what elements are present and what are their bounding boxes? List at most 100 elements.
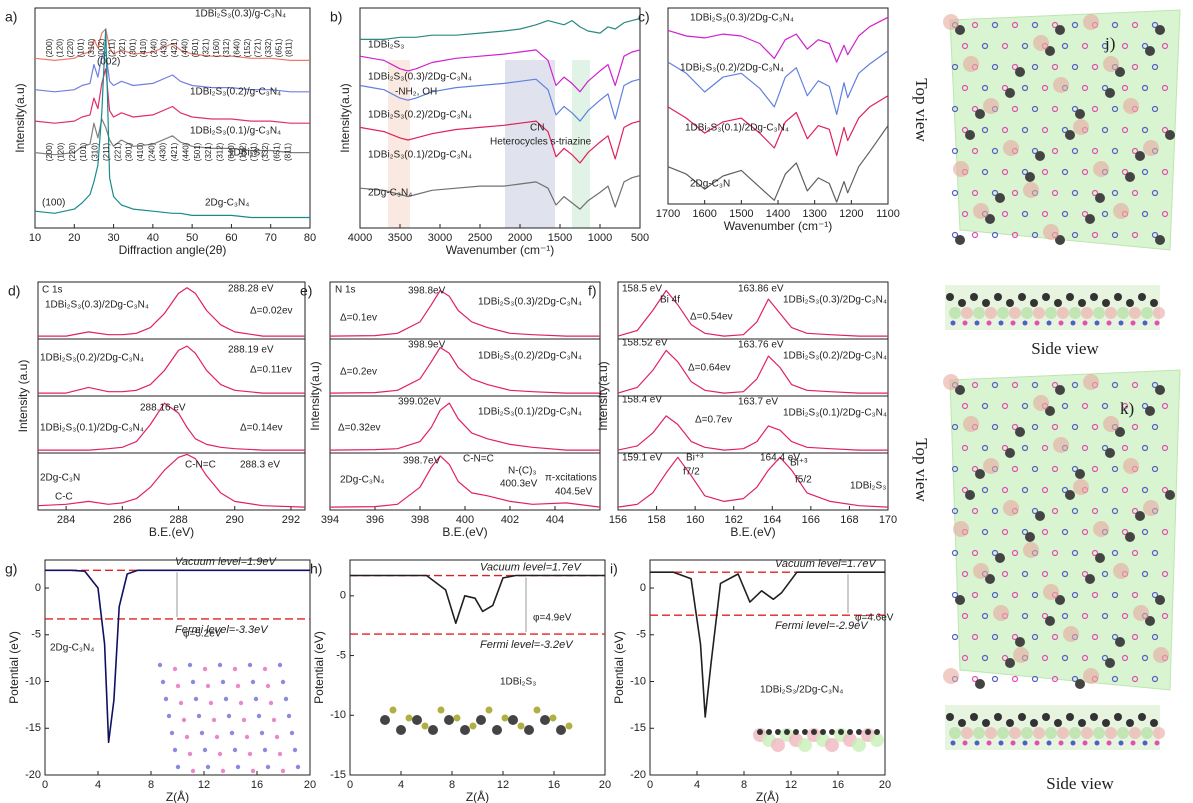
atom — [203, 748, 207, 752]
hkl-label: (160) — [212, 38, 221, 57]
atom — [1075, 679, 1085, 689]
atom — [556, 725, 566, 735]
lobe — [1043, 224, 1059, 240]
atom — [1025, 172, 1035, 182]
atom — [946, 293, 954, 301]
lobe — [1033, 395, 1049, 411]
hkl-label: (410) — [139, 38, 148, 57]
y-tick-label: -5 — [636, 629, 646, 641]
x-tick-label: 80 — [304, 232, 316, 244]
x-tick-label: 1400 — [766, 208, 790, 220]
annotation: Δ=0.1ev — [340, 313, 377, 324]
series-label: 1DBi₂S₃(0.1)/g-C₃N₄ — [190, 126, 281, 137]
atom — [1065, 130, 1075, 140]
annotation: π-xcitations — [545, 473, 597, 484]
atom — [257, 714, 261, 718]
atom — [173, 748, 177, 752]
lobe — [1081, 727, 1093, 739]
hkl-label: (440) — [182, 142, 191, 161]
lobe — [983, 98, 999, 114]
atom — [167, 714, 171, 718]
annotation: C-N=C — [463, 454, 494, 465]
atom — [1125, 172, 1135, 182]
atom — [221, 680, 225, 684]
x-tick-label: 400 — [456, 514, 474, 526]
atom — [221, 769, 225, 773]
hkl-label: (421) — [170, 38, 179, 57]
panel-title: a) — [5, 9, 17, 25]
atom — [390, 707, 397, 714]
hkl-label: (640) — [227, 142, 236, 161]
series-label: 1DBi₂S₃(0.3)/2Dg-C₃N₄ — [478, 297, 582, 308]
x-tick-label: 288 — [169, 514, 187, 526]
atom — [963, 741, 968, 746]
atom — [995, 193, 1005, 203]
annotation: 400.3eV — [500, 479, 538, 490]
annotation: Bi 4f — [660, 295, 680, 306]
atom — [460, 725, 470, 735]
atom — [260, 731, 264, 735]
atom — [224, 697, 228, 701]
atom — [1143, 741, 1148, 746]
atom — [793, 729, 799, 735]
atom — [412, 715, 422, 725]
atom — [191, 769, 195, 773]
lobe — [1033, 35, 1049, 51]
annotation: 288.19 eV — [228, 345, 274, 356]
y-axis-label: Potential (eV) — [312, 631, 326, 704]
lobe — [1133, 605, 1149, 621]
lobe — [1009, 727, 1021, 739]
atom — [248, 663, 252, 667]
atom — [1015, 637, 1025, 647]
x-tick-label: 1500 — [729, 208, 753, 220]
series-label: 1DBi₂S₃(0.1)/2Dg-C₃N₄ — [478, 407, 582, 418]
panel-title: b) — [330, 9, 342, 25]
hkl-label: (811) — [284, 143, 293, 161]
atom — [1119, 321, 1124, 326]
atom — [296, 765, 300, 769]
atom — [1105, 88, 1115, 98]
atom — [955, 235, 965, 245]
atom — [1059, 741, 1064, 746]
lobe — [1083, 14, 1099, 30]
atom — [1150, 719, 1158, 727]
x-tick-label: 30 — [107, 232, 119, 244]
atom — [230, 731, 234, 735]
atom — [970, 293, 978, 301]
atom — [999, 321, 1004, 326]
level-label: Vacuum level=1.9eV — [175, 556, 277, 568]
hkl-label: (651) — [272, 142, 281, 161]
y-axis-label: Intensity(a.u) — [596, 361, 610, 430]
lobe — [973, 307, 985, 319]
atom — [958, 719, 966, 727]
x-tick-label: 20 — [879, 779, 891, 791]
x-axis-label: Z(Å) — [756, 789, 779, 803]
series-label: 1DBi₂S₃(0.3)/2Dg-C₃N₄ — [783, 295, 887, 306]
hkl-label: (310) — [87, 38, 96, 57]
annotation: 158.5 eV — [622, 284, 662, 295]
atom — [1143, 321, 1148, 326]
x-tick-label: 40 — [147, 232, 159, 244]
x-tick-label: 0 — [42, 779, 48, 791]
series-line — [668, 126, 888, 203]
x-tick-label: 394 — [321, 514, 339, 526]
lobe — [1083, 374, 1099, 390]
hkl-label: (152) — [238, 142, 247, 161]
x-tick-label: 290 — [226, 514, 244, 526]
lobe — [1117, 307, 1129, 319]
annotation: Δ=0.2ev — [340, 367, 377, 378]
atom — [269, 701, 273, 705]
lobe — [1045, 307, 1057, 319]
atom — [1071, 321, 1076, 326]
hkl-label: (301) — [125, 142, 134, 161]
atom — [1035, 511, 1045, 521]
x-tick-label: 4000 — [348, 232, 372, 244]
x-tick-label: 20 — [304, 779, 316, 791]
atom — [476, 715, 486, 725]
lobe — [953, 521, 969, 537]
atom — [212, 718, 216, 722]
hkl-label: (310) — [91, 142, 100, 161]
x-tick-label: 1300 — [802, 208, 826, 220]
lobe — [1053, 77, 1069, 93]
atom — [766, 729, 772, 735]
